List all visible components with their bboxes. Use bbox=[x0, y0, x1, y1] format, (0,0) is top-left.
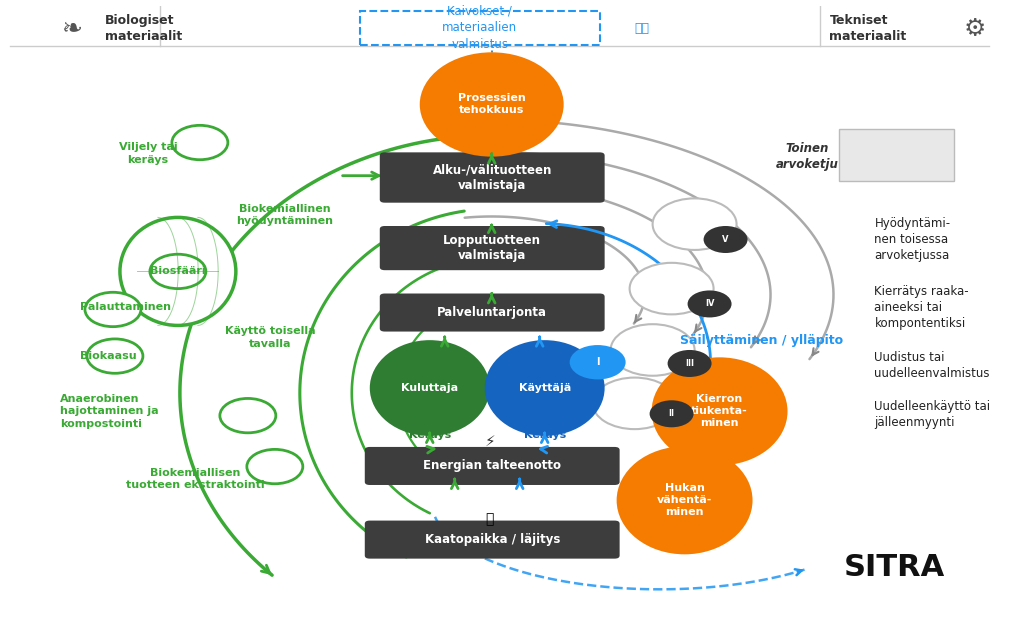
Text: Viljely tai
keräys: Viljely tai keräys bbox=[119, 143, 177, 165]
Text: I: I bbox=[596, 357, 599, 367]
Text: ⚙: ⚙ bbox=[963, 17, 985, 41]
Text: Toinen
arvoketju: Toinen arvoketju bbox=[776, 142, 839, 171]
Ellipse shape bbox=[485, 340, 605, 436]
Text: Biokemiallinen
hyödyntäminen: Biokemiallinen hyödyntäminen bbox=[236, 204, 334, 226]
Circle shape bbox=[570, 345, 625, 379]
Circle shape bbox=[704, 226, 747, 253]
Text: Biosfääri: Biosfääri bbox=[151, 267, 205, 277]
Text: V: V bbox=[722, 235, 729, 244]
Text: Biokemiallisen
tuotteen ekstraktointi: Biokemiallisen tuotteen ekstraktointi bbox=[125, 467, 264, 490]
Text: ❧: ❧ bbox=[61, 17, 82, 41]
Text: Keräys: Keräys bbox=[409, 430, 451, 440]
Circle shape bbox=[687, 290, 731, 317]
Text: IV: IV bbox=[705, 299, 714, 308]
Text: Energian talteenotto: Energian talteenotto bbox=[423, 459, 561, 472]
Circle shape bbox=[86, 339, 143, 373]
FancyBboxPatch shape bbox=[365, 447, 619, 485]
Text: Lopputuotteen
valmistaja: Lopputuotteen valmistaja bbox=[443, 234, 541, 262]
Text: II: II bbox=[668, 409, 674, 419]
Circle shape bbox=[630, 263, 714, 314]
Circle shape bbox=[172, 125, 228, 160]
Text: Tekniset
materiaalit: Tekniset materiaalit bbox=[830, 14, 907, 43]
Text: Kaivokset /
materiaalien
valmistus: Kaivokset / materiaalien valmistus bbox=[442, 5, 518, 51]
FancyBboxPatch shape bbox=[839, 129, 954, 181]
Text: III: III bbox=[685, 359, 694, 368]
Text: Käyttäjä: Käyttäjä bbox=[519, 383, 571, 393]
Circle shape bbox=[653, 198, 736, 250]
FancyBboxPatch shape bbox=[365, 521, 619, 559]
Text: Biokaasu: Biokaasu bbox=[80, 351, 136, 361]
Text: Hukan
vähentä-
minen: Hukan vähentä- minen bbox=[657, 484, 712, 517]
Text: Biologiset
materiaalit: Biologiset materiaalit bbox=[105, 14, 182, 43]
Text: 🗑: 🗑 bbox=[485, 512, 494, 526]
Circle shape bbox=[610, 324, 695, 376]
Circle shape bbox=[149, 254, 205, 288]
Text: ⚡: ⚡ bbox=[484, 433, 495, 448]
FancyBboxPatch shape bbox=[379, 153, 605, 203]
Circle shape bbox=[247, 450, 303, 484]
Text: Prosessien
tehokkuus: Prosessien tehokkuus bbox=[458, 94, 526, 115]
Text: Kuluttaja: Kuluttaja bbox=[401, 383, 459, 393]
Text: Keräys: Keräys bbox=[524, 430, 565, 440]
Ellipse shape bbox=[370, 340, 490, 436]
Text: Uudelleenkäyttö tai
jälleenmyynti: Uudelleenkäyttö tai jälleenmyynti bbox=[875, 400, 991, 429]
Circle shape bbox=[220, 399, 276, 433]
Text: Kierron
tiukenta-
minen: Kierron tiukenta- minen bbox=[692, 394, 747, 428]
Ellipse shape bbox=[652, 357, 787, 466]
Circle shape bbox=[650, 401, 694, 427]
Text: Uudistus tai
uudelleenvalmistus: Uudistus tai uudelleenvalmistus bbox=[875, 351, 990, 380]
Text: Hyödyntämi-
nen toisessa
arvoketjussa: Hyödyntämi- nen toisessa arvoketjussa bbox=[875, 217, 951, 262]
Text: Alku-/välituotteen
valmistaja: Alku-/välituotteen valmistaja bbox=[432, 163, 552, 192]
FancyBboxPatch shape bbox=[379, 293, 605, 332]
Text: Kierrätys raaka-
aineeksi tai
kompontentiksi: Kierrätys raaka- aineeksi tai kompontent… bbox=[875, 285, 969, 329]
Text: Säilyttäminen / ylläpito: Säilyttäminen / ylläpito bbox=[679, 334, 843, 347]
Circle shape bbox=[593, 378, 676, 429]
Text: Palveluntarjonta: Palveluntarjonta bbox=[437, 306, 547, 319]
Text: 🚜⛏: 🚜⛏ bbox=[635, 22, 650, 35]
Text: Käyttö toisella
tavalla: Käyttö toisella tavalla bbox=[225, 327, 315, 349]
Circle shape bbox=[85, 292, 141, 327]
FancyBboxPatch shape bbox=[379, 226, 605, 270]
Ellipse shape bbox=[120, 218, 236, 326]
Circle shape bbox=[667, 350, 712, 377]
Text: Kaatopaikka / läjitys: Kaatopaikka / läjitys bbox=[424, 533, 560, 546]
Ellipse shape bbox=[616, 446, 753, 554]
Text: SITRA: SITRA bbox=[844, 553, 945, 582]
Text: Anaerobinen
hajottaminen ja
kompostointi: Anaerobinen hajottaminen ja kompostointi bbox=[60, 394, 159, 429]
Text: Palauttaminen: Palauttaminen bbox=[80, 302, 171, 312]
Ellipse shape bbox=[420, 52, 563, 157]
